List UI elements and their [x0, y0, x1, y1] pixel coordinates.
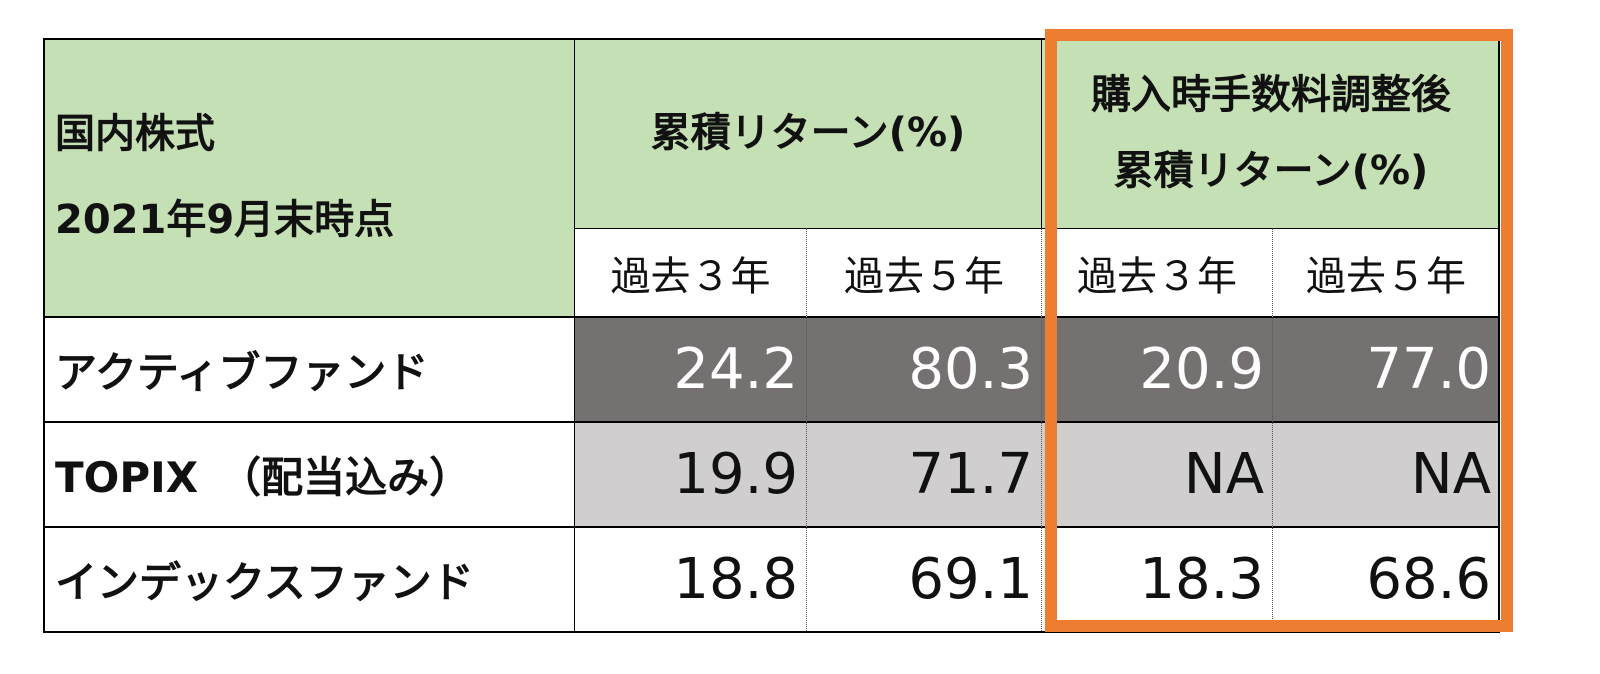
sub-header: 過去３年 — [575, 228, 807, 318]
value-text: NA — [1183, 442, 1264, 507]
row-label: アクティブファンド — [43, 318, 575, 423]
value-text: 77.0 — [1366, 337, 1491, 402]
sub-header: 過去５年 — [1273, 228, 1500, 318]
group-header-text: 累積リターン(%) — [650, 110, 966, 156]
corner-text: 国内株式 — [55, 111, 215, 157]
sub-header-text: 過去３年 — [1077, 253, 1237, 300]
value-cell: 18.8 — [575, 528, 807, 633]
row-label-text: インデックスファンド — [55, 558, 474, 607]
value-cell: 20.9 — [1042, 318, 1273, 423]
value-cell: 71.7 — [807, 423, 1042, 528]
group-header: 購入時手数料調整後 累積リターン(%) — [1042, 38, 1500, 228]
value-text: 18.8 — [673, 547, 798, 612]
group-header-text: 購入時手数料調整後 — [1091, 72, 1451, 118]
value-text: 20.9 — [1139, 337, 1264, 402]
sub-header: 過去３年 — [1042, 228, 1273, 318]
value-text: 19.9 — [673, 442, 798, 507]
value-text: 68.6 — [1366, 547, 1491, 612]
value-text: 69.1 — [908, 547, 1033, 612]
row-label-text: TOPIX （配当込み） — [55, 453, 472, 502]
row-label: インデックスファンド — [43, 528, 575, 633]
row-label-text: アクティブファンド — [55, 348, 429, 397]
sub-header-text: 過去３年 — [610, 253, 771, 300]
value-text: 18.3 — [1139, 547, 1264, 612]
value-cell: 80.3 — [807, 318, 1042, 423]
value-text: 71.7 — [908, 442, 1033, 507]
value-text: 24.2 — [673, 337, 798, 402]
sub-header-text: 過去５年 — [844, 253, 1004, 300]
group-header-text: 累積リターン(%) — [1113, 148, 1429, 194]
value-cell: NA — [1042, 423, 1273, 528]
value-text: 80.3 — [908, 337, 1033, 402]
sub-header: 過去５年 — [807, 228, 1042, 318]
value-text: NA — [1410, 442, 1491, 507]
value-cell: 77.0 — [1273, 318, 1500, 423]
group-header: 累積リターン(%) — [575, 38, 1042, 228]
value-cell: 18.3 — [1042, 528, 1273, 633]
row-label: TOPIX （配当込み） — [43, 423, 575, 528]
value-cell: 19.9 — [575, 423, 807, 528]
value-cell: 68.6 — [1273, 528, 1500, 633]
corner-text: 2021年9月末時点 — [55, 197, 395, 243]
corner-header: 国内株式 2021年9月末時点 — [43, 38, 575, 318]
value-cell: 69.1 — [807, 528, 1042, 633]
sub-header-text: 過去５年 — [1306, 253, 1466, 300]
value-cell: 24.2 — [575, 318, 807, 423]
value-cell: NA — [1273, 423, 1500, 528]
